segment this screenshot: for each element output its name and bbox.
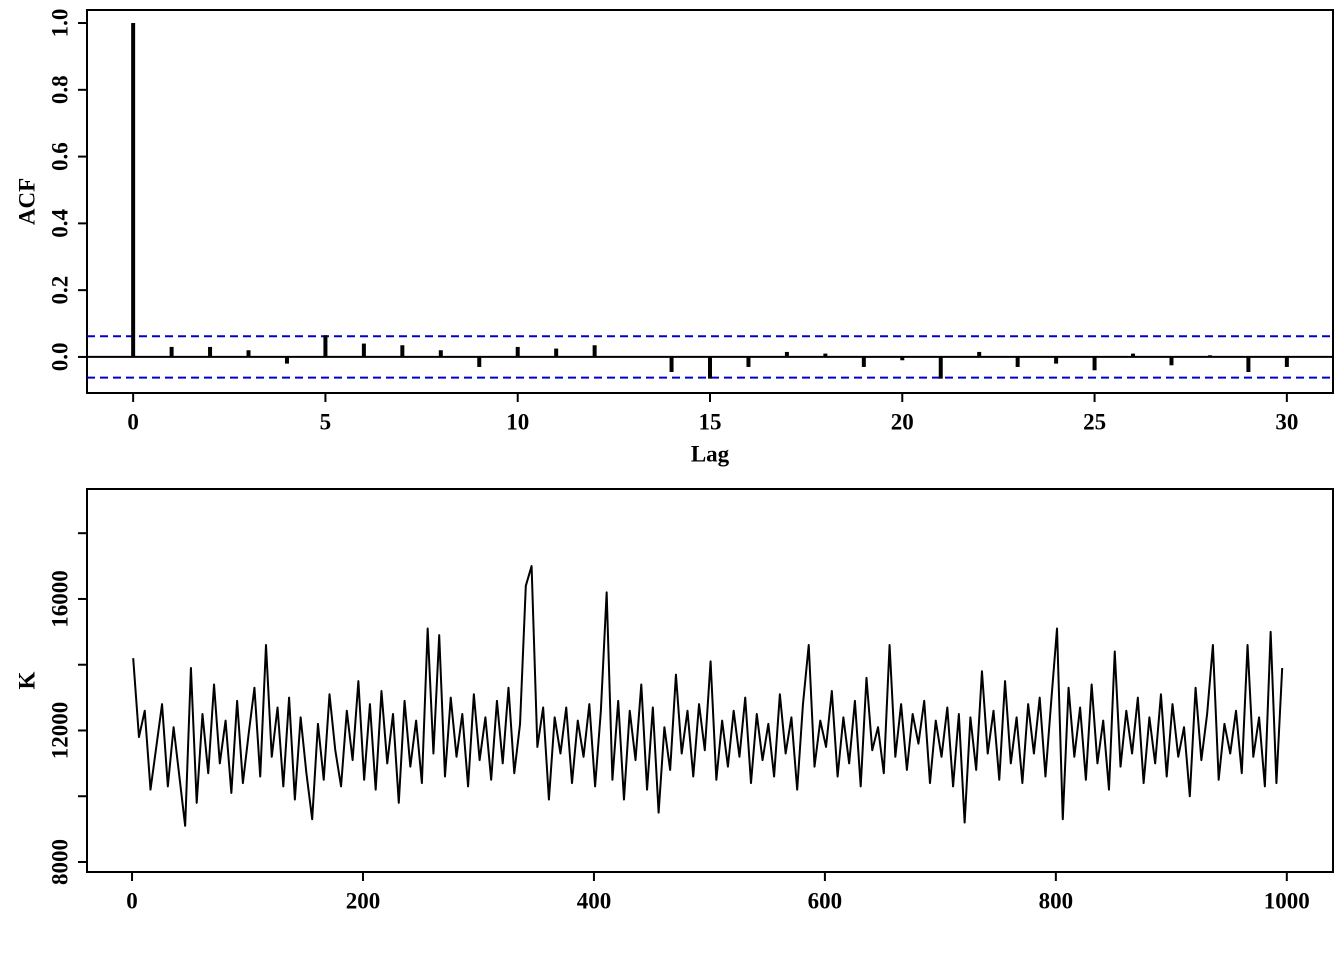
y-tick-label: 0.2 [47,276,72,305]
x-tick-label: 25 [1083,409,1106,434]
y-tick-label: 0.0 [47,343,72,372]
y-tick-label: 16000 [47,570,72,628]
x-tick-label: 10 [506,409,529,434]
x-tick-label: 0 [126,888,138,913]
x-tick-label: 200 [346,888,381,913]
y-tick-label: 0.4 [47,208,72,237]
y-tick-label: 12000 [47,702,72,760]
trace-line [132,565,1284,827]
y-tick-label: 0.6 [47,142,72,171]
x-tick-label: 15 [699,409,722,434]
x-tick-label: 600 [808,888,843,913]
y-tick-label: 1.0 [47,9,72,38]
y-tick-label: 0.8 [47,75,72,104]
x-axis-label: Lag [691,441,730,466]
y-axis-label: K [14,671,39,689]
x-tick-label: 1000 [1264,888,1310,913]
x-tick-label: 0 [127,409,139,434]
y-tick-label: 8000 [47,839,72,885]
x-tick-label: 800 [1039,888,1074,913]
x-tick-label: 20 [891,409,914,434]
x-tick-label: 5 [320,409,332,434]
y-axis-label: ACF [14,178,39,225]
x-tick-label: 30 [1275,409,1298,434]
x-tick-label: 400 [577,888,612,913]
